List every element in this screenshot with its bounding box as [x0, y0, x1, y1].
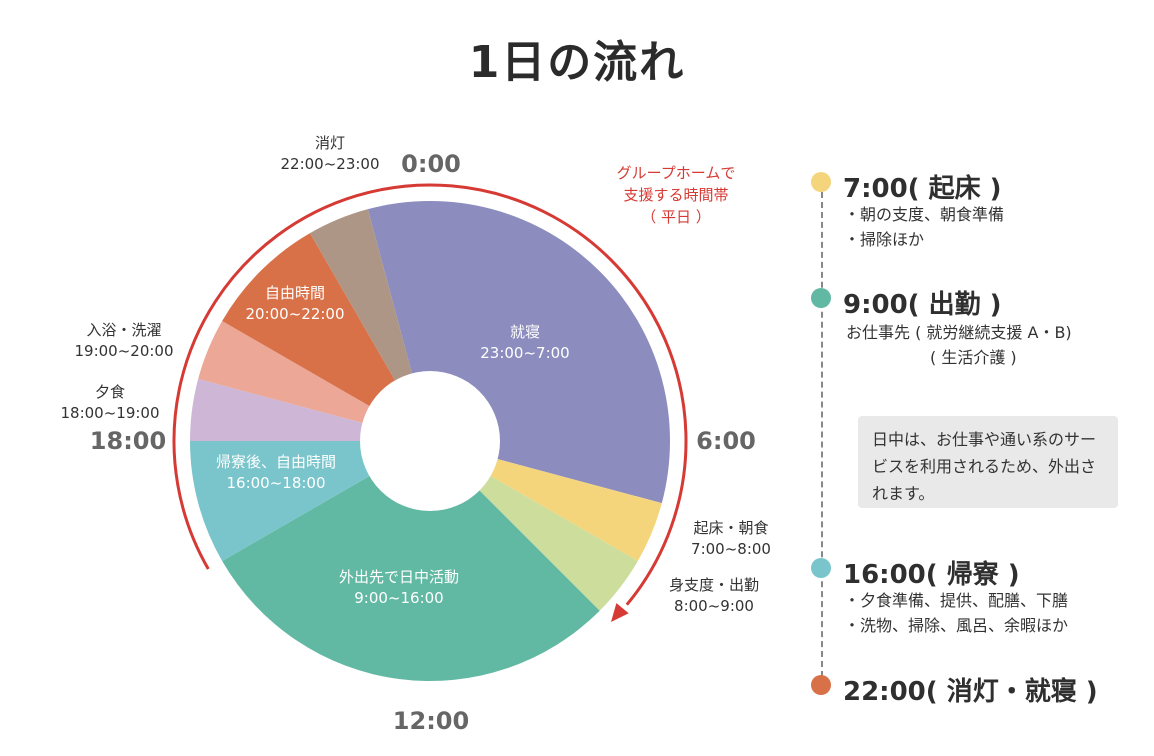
slice-label: 消灯 — [315, 134, 345, 152]
slice-label: 帰寮後、自由時間 — [216, 453, 336, 471]
timeline-dashed-line — [821, 182, 823, 687]
timeline-detail: お仕事先 ( 就労継続支援 A・B) — [846, 323, 1072, 342]
slice-label: 外出先で日中活動 — [339, 568, 459, 586]
slice-label: 就寝 — [510, 323, 540, 341]
support-hours-arc — [172, 183, 688, 606]
clock-label: 18:00 — [90, 427, 166, 455]
timeline-heading: 9:00( 出勤 ) — [843, 290, 1002, 320]
slice-range-label: 18:00~19:00 — [60, 404, 159, 422]
timeline-detail: ( 生活介護 ) — [930, 348, 1017, 367]
slice-range-label: 22:00~23:00 — [280, 155, 379, 173]
slice-label: 夕食 — [95, 383, 125, 401]
slice-label: 入浴・洗濯 — [86, 321, 161, 339]
slice-range-label: 9:00~16:00 — [354, 589, 443, 607]
slice-label: 起床・朝食 — [693, 519, 768, 537]
return-dot-icon — [811, 558, 831, 578]
pie-slice — [222, 233, 430, 441]
slice-range-label: 8:00~9:00 — [674, 597, 754, 615]
arc-arrowhead-icon — [611, 603, 629, 622]
slice-range-label: 16:00~18:00 — [226, 474, 325, 492]
slice-label: 身支度・出勤 — [669, 576, 759, 594]
support-hours-label: （ 平日 ） — [641, 208, 711, 226]
timeline-heading: 7:00( 起床 ) — [843, 174, 1002, 204]
support-hours-label: グループホームで — [617, 164, 736, 182]
slice-label: 自由時間 — [265, 284, 325, 302]
work-dot-icon — [811, 288, 831, 308]
timeline-heading: 22:00( 消灯・就寝 ) — [843, 677, 1098, 707]
wakeup-dot-icon — [811, 172, 831, 192]
clock-label: 0:00 — [401, 150, 461, 178]
slice-range-label: 23:00~7:00 — [480, 344, 569, 362]
slice-range-label: 19:00~20:00 — [74, 342, 173, 360]
lightsout-dot-icon — [811, 675, 831, 695]
slice-range-label: 20:00~22:00 — [245, 305, 344, 323]
timeline: 7:00( 起床 ) ・朝の支度、朝食準備 ・掃除ほか 9:00( 出勤 ) お… — [810, 160, 1150, 720]
clock-label: 12:00 — [393, 707, 469, 735]
timeline-detail: ・掃除ほか — [844, 230, 925, 249]
timeline-detail: ・洗物、掃除、風呂、余暇ほか — [844, 616, 1069, 635]
note-box: 日中は、お仕事や通い系のサービスを利用されるため、外出されます。 — [858, 416, 1118, 508]
timeline-detail: ・夕食準備、提供、配膳、下膳 — [844, 591, 1069, 610]
timeline-heading: 16:00( 帰寮 ) — [843, 560, 1020, 590]
timeline-detail: ・朝の支度、朝食準備 — [844, 205, 1005, 224]
clock-label: 6:00 — [696, 427, 756, 455]
support-hours-label: 支援する時間帯 — [623, 186, 728, 204]
donut-hole — [360, 371, 500, 511]
pie-slice — [222, 441, 600, 682]
page-title: 1日の流れ — [468, 37, 686, 88]
slice-range-label: 7:00~8:00 — [691, 540, 771, 558]
